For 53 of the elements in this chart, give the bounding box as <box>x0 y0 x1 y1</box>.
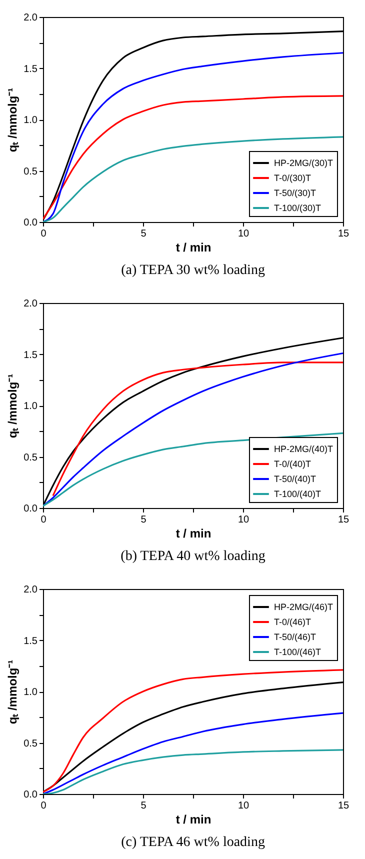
x-tick-label: 0 <box>40 800 47 812</box>
legend-label: T-100/(30)T <box>274 203 322 213</box>
x-tick-label: 0 <box>40 514 47 526</box>
legend-label: T-0/(40)T <box>274 459 312 469</box>
legend-label: HP-2MG/(40)T <box>274 444 334 454</box>
text: (a) TEPA 30 wt% loading <box>121 263 265 278</box>
line-series <box>43 95 343 220</box>
x-axis-title: t / min <box>176 812 212 826</box>
x-tick-label: 10 <box>238 514 250 526</box>
y-tick-label: 1.5 <box>24 636 38 647</box>
y-axis-title: qₜ /mmolg⁻¹ <box>6 88 20 152</box>
y-tick-label: 1.0 <box>24 401 38 412</box>
y-tick-label: 2.0 <box>24 584 38 596</box>
y-tick-label: 0.5 <box>24 452 38 464</box>
legend-label: T-100/(46)T <box>274 647 322 657</box>
legend-label: T-50/(40)T <box>274 474 317 484</box>
y-tick-label: 1.5 <box>24 64 38 75</box>
line-series <box>43 432 343 507</box>
text: (b) TEPA 40 wt% loading <box>120 549 266 564</box>
y-tick-label: 0.5 <box>24 738 38 750</box>
x-tick-label: 10 <box>238 228 250 240</box>
legend-label: T-50/(46)T <box>274 632 317 642</box>
x-tick-label: 5 <box>140 514 147 526</box>
y-axis-title: qₜ /mmolg⁻¹ <box>6 660 20 724</box>
x-tick-label: 15 <box>338 228 350 240</box>
text: (c) TEPA 46 wt% loading <box>121 835 265 850</box>
legend-label: HP-2MG/(46)T <box>274 602 334 612</box>
x-axis-title: t / min <box>176 526 212 540</box>
y-axis-title: qₜ /mmolg⁻¹ <box>6 374 20 438</box>
y-tick-label: 0.5 <box>24 166 38 178</box>
y-tick-label: 1.0 <box>24 115 38 126</box>
line-series <box>43 712 343 794</box>
x-tick-label: 5 <box>140 228 147 240</box>
x-tick-label: 10 <box>238 800 250 812</box>
x-tick-label: 15 <box>338 800 350 812</box>
x-tick-label: 5 <box>140 800 147 812</box>
x-axis-title: t / min <box>176 240 212 254</box>
legend-label: T-50/(30)T <box>274 188 317 198</box>
legend-label: T-0/(30)T <box>274 173 312 183</box>
x-tick-label: 0 <box>40 228 47 240</box>
legend-label: HP-2MG/(30)T <box>274 158 334 168</box>
y-tick-label: 0.0 <box>24 218 38 228</box>
y-tick-label: 2.0 <box>24 298 38 310</box>
x-tick-label: 15 <box>338 514 350 526</box>
y-tick-label: 0.0 <box>24 790 38 800</box>
y-tick-label: 0.0 <box>24 504 38 514</box>
legend-label: T-0/(46)T <box>274 617 312 627</box>
y-tick-label: 2.0 <box>24 12 38 24</box>
line-series <box>43 136 343 222</box>
y-tick-label: 1.5 <box>24 350 38 361</box>
legend-label: T-100/(40)T <box>274 489 322 499</box>
y-tick-label: 1.0 <box>24 687 38 698</box>
line-series <box>43 749 343 794</box>
